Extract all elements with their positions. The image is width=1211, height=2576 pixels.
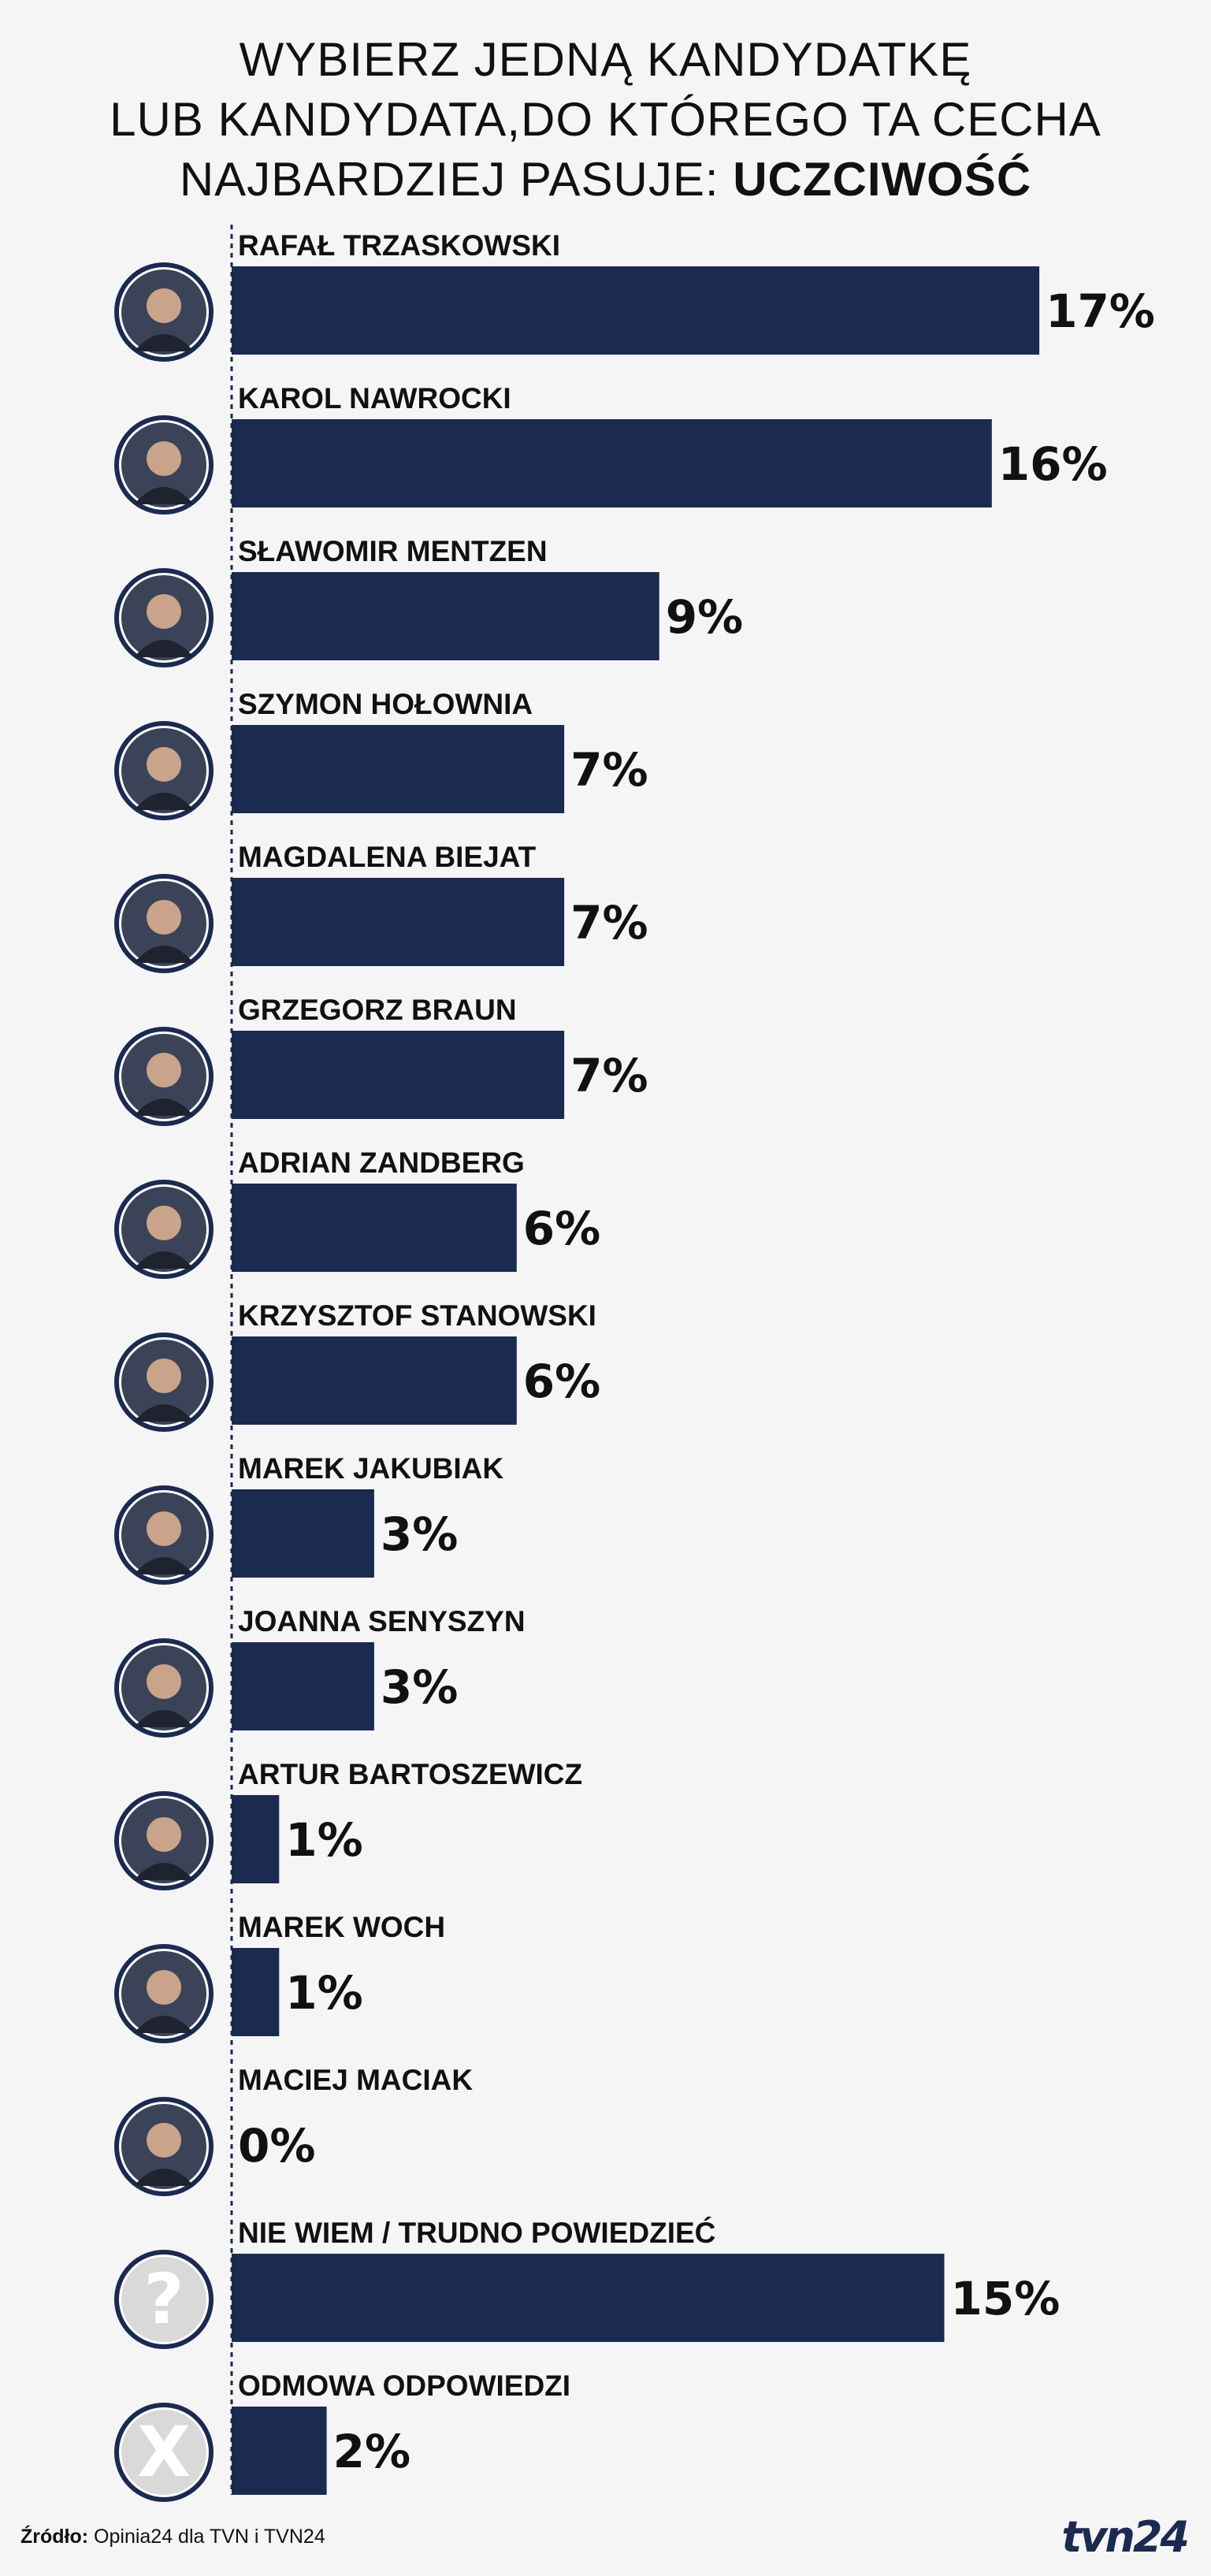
bar <box>232 266 1040 355</box>
avatar-shoulders <box>134 793 194 810</box>
bar <box>232 1336 517 1425</box>
avatar-shoulders <box>134 487 194 504</box>
bar <box>232 419 992 507</box>
avatar-face <box>147 288 181 323</box>
bar-category-label: ADRIAN ZANDBERG <box>238 1147 525 1179</box>
avatar-shoulders <box>134 1863 194 1880</box>
title-line-2: LUB KANDYDATA,DO KTÓREGO TA CECHA <box>110 93 1101 146</box>
bar-category-label: SŁAWOMIR MENTZEN <box>238 535 548 567</box>
bar-value-label: 16% <box>998 437 1108 491</box>
bar-value-label: 15% <box>951 2272 1061 2325</box>
x-mark-icon: X <box>137 2411 191 2492</box>
question-mark-icon: ? <box>143 2258 184 2340</box>
bar-value-label: 6% <box>523 1202 600 1255</box>
bar-category-label: KAROL NAWROCKI <box>238 382 511 414</box>
avatar-face <box>147 1206 181 1240</box>
bar-value-label: 1% <box>285 1813 362 1867</box>
avatar-shoulders <box>134 640 194 657</box>
avatar-shoulders <box>134 2016 194 2033</box>
bar-value-label: 0% <box>238 2119 315 2173</box>
avatar-face <box>147 1359 181 1393</box>
avatar-face <box>147 1053 181 1087</box>
avatar-face <box>147 1664 181 1699</box>
avatar-face <box>147 1511 181 1546</box>
avatar-face <box>147 1817 181 1852</box>
bar <box>232 878 565 966</box>
bar-value-label: 6% <box>523 1355 600 1408</box>
avatar-shoulders <box>134 1557 194 1574</box>
bar-category-label: MAREK JAKUBIAK <box>238 1452 503 1485</box>
bar-value-label: 7% <box>570 896 648 950</box>
source-text: Opinia24 dla TVN i TVN24 <box>88 2526 325 2548</box>
bar <box>232 725 565 813</box>
avatar-shoulders <box>134 1404 194 1422</box>
avatar-shoulders <box>134 1251 194 1269</box>
avatar-shoulders <box>134 334 194 351</box>
bar <box>232 1795 280 1883</box>
bar-value-label: 3% <box>381 1660 458 1714</box>
bar <box>232 1948 280 2036</box>
bar-value-label: 7% <box>570 743 648 797</box>
avatar-shoulders <box>134 946 194 963</box>
bar-category-label: ARTUR BARTOSZEWICZ <box>238 1758 582 1790</box>
title-line-1: WYBIERZ JEDNĄ KANDYDATKĘ <box>239 33 972 86</box>
avatar-face <box>147 900 181 935</box>
avatar-shoulders <box>134 1710 194 1727</box>
bar-category-label: SZYMON HOŁOWNIA <box>238 688 533 720</box>
bar-category-label: JOANNA SENYSZYN <box>238 1605 526 1637</box>
bar-value-label: 3% <box>381 1507 458 1561</box>
bar-value-label: 2% <box>333 2425 410 2478</box>
chart-title: WYBIERZ JEDNĄ KANDYDATKĘ LUB KANDYDATA,D… <box>0 30 1211 210</box>
avatar-shoulders <box>134 2169 194 2186</box>
source-note: Źródło: Opinia24 dla TVN i TVN24 <box>20 2526 325 2548</box>
bar-category-label: ODMOWA ODPOWIEDZI <box>238 2370 570 2402</box>
bar-value-label: 1% <box>285 1966 362 2020</box>
bar <box>232 2407 327 2495</box>
title-line-3: NAJBARDZIEJ PASUJE: UCZCIWOŚĆ <box>0 150 1211 210</box>
bar <box>232 1031 565 1119</box>
avatar-icon-bg <box>121 2410 206 2495</box>
title-highlight: UCZCIWOŚĆ <box>733 153 1032 206</box>
bar-category-label: MAGDALENA BIEJAT <box>238 841 537 873</box>
bar-value-label: 17% <box>1046 284 1155 338</box>
bar-category-label: KRZYSZTOF STANOWSKI <box>238 1299 596 1332</box>
bar <box>232 1184 517 1272</box>
avatar-face <box>147 747 181 782</box>
bar <box>232 1489 374 1578</box>
bar-category-label: MAREK WOCH <box>238 1911 445 1943</box>
bar-category-label: MACIEJ MACIAK <box>238 2064 473 2096</box>
avatar-face <box>147 2123 181 2158</box>
avatar-face <box>147 594 181 629</box>
avatar-shoulders <box>134 1098 194 1116</box>
bar <box>232 2254 945 2342</box>
bar-category-label: NIE WIEM / TRUDNO POWIEDZIEĆ <box>238 2216 715 2249</box>
bar-value-label: 7% <box>570 1049 648 1102</box>
tvn24-logo: tvn24 <box>1061 2512 1190 2562</box>
bar <box>232 572 659 660</box>
avatar-icon-bg <box>121 2257 206 2342</box>
title-line-3-prefix: NAJBARDZIEJ PASUJE: <box>179 153 734 206</box>
avatar-face <box>147 441 181 476</box>
bar <box>232 1642 374 1730</box>
source-label: Źródło: <box>20 2526 89 2548</box>
bar-category-label: RAFAŁ TRZASKOWSKI <box>238 229 560 262</box>
bar-value-label: 9% <box>666 590 743 644</box>
bar-category-label: GRZEGORZ BRAUN <box>238 994 517 1026</box>
avatar-face <box>147 1970 181 2005</box>
